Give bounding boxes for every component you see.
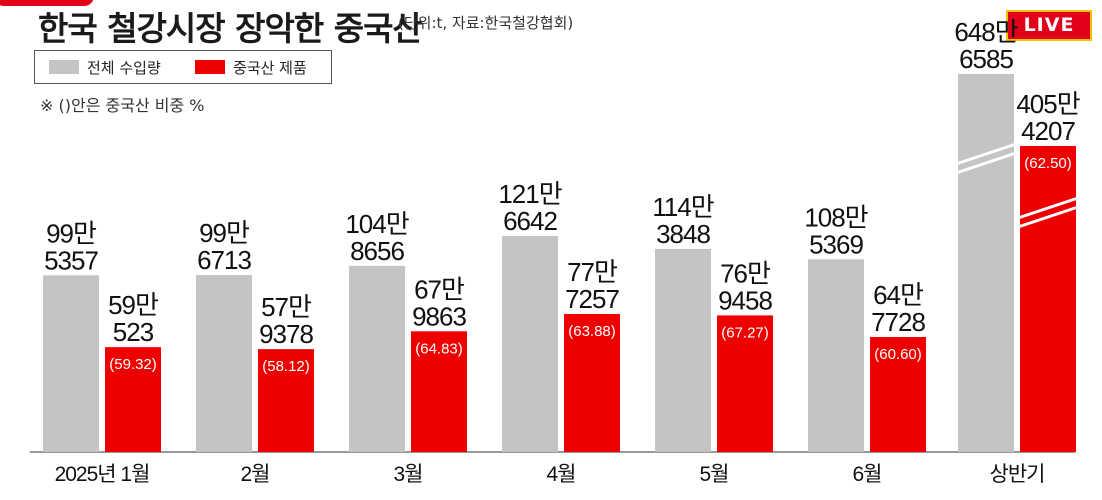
bar-total <box>196 275 252 452</box>
bar-china <box>258 349 314 452</box>
bar-total <box>808 259 864 452</box>
value-label-total: 99만 <box>199 218 249 248</box>
bar-total <box>655 248 711 452</box>
legend-swatch-china <box>195 60 225 74</box>
share-pct-label: (59.32) <box>109 356 157 373</box>
value-label-total: 6642 <box>503 206 557 236</box>
bar-china <box>105 347 161 452</box>
category-label: 4월 <box>547 463 576 486</box>
value-label-total: 114만 <box>652 192 713 222</box>
value-label-total: 99만 <box>46 218 96 248</box>
bar-total <box>43 275 99 452</box>
value-label-china: 4207 <box>1021 116 1075 146</box>
bar-total <box>349 265 405 452</box>
category-label: 2월 <box>241 463 270 486</box>
value-label-china: 57만 <box>261 292 311 322</box>
value-label-total: 108만 <box>804 202 867 232</box>
legend-label-total: 전체 수입량 <box>87 59 161 77</box>
share-pct-label: (60.60) <box>874 346 922 363</box>
value-label-china: 67만 <box>414 274 464 304</box>
chart-note: ※ ()안은 중국산 비중 % <box>40 96 205 115</box>
bar-china <box>564 314 620 452</box>
value-label-total: 8656 <box>350 236 404 266</box>
axis-break-mark-total <box>955 151 1017 175</box>
category-label: 3월 <box>394 463 423 486</box>
value-label-china: 7257 <box>565 284 619 314</box>
broadcast-corner-tab <box>0 0 94 6</box>
bar-total <box>958 74 1014 452</box>
live-badge: LIVE <box>1006 10 1092 41</box>
value-label-total: 121만 <box>498 179 561 209</box>
share-pct-label: (64.83) <box>415 340 463 357</box>
chart-subtitle: (단위:t, 자료:한국철강협회) <box>398 14 574 32</box>
value-label-total: 3848 <box>656 219 710 249</box>
value-label-china: 9863 <box>412 301 466 331</box>
share-pct-label: (63.88) <box>568 323 616 340</box>
value-label-china: 405만 <box>1016 89 1079 119</box>
axis-break-mark-total <box>955 142 1017 166</box>
bar-china <box>411 331 467 452</box>
axis-break-mark-china <box>1017 196 1079 220</box>
value-label-china: 523 <box>113 317 154 347</box>
value-label-total: 104만 <box>345 209 408 239</box>
value-label-total: 5357 <box>44 245 98 275</box>
value-label-china: 77만 <box>567 257 617 287</box>
share-pct-label: (58.12) <box>262 358 310 375</box>
category-label: 5월 <box>700 463 729 486</box>
share-pct-label: (67.27) <box>721 324 769 341</box>
bar-china <box>870 337 926 452</box>
value-label-total: 6713 <box>197 245 251 275</box>
legend-label-china: 중국산 제품 <box>233 59 307 77</box>
value-label-china: 9378 <box>259 319 313 349</box>
category-label: 2025년 1월 <box>55 463 150 486</box>
bar-china <box>1020 146 1076 452</box>
category-label: 상반기 <box>990 463 1045 486</box>
value-label-total: 5369 <box>809 229 863 259</box>
value-label-china: 59만 <box>108 290 158 320</box>
bar-total <box>502 236 558 452</box>
axis-break-mark-china <box>1017 205 1079 229</box>
value-label-china: 7728 <box>871 307 925 337</box>
bar-china <box>717 315 773 452</box>
value-label-china: 64만 <box>873 280 923 310</box>
value-label-total: 648만 <box>954 17 1017 47</box>
value-label-china: 76만 <box>720 258 770 288</box>
chart-legend: 전체 수입량 중국산 제품 <box>34 50 332 84</box>
share-pct-label: (62.50) <box>1024 155 1072 172</box>
chart-title: 한국 철강시장 장악한 중국산 <box>38 9 423 48</box>
value-label-total: 6585 <box>959 44 1013 74</box>
value-label-china: 9458 <box>718 285 772 315</box>
legend-swatch-total <box>49 60 79 74</box>
category-label: 6월 <box>853 463 882 486</box>
